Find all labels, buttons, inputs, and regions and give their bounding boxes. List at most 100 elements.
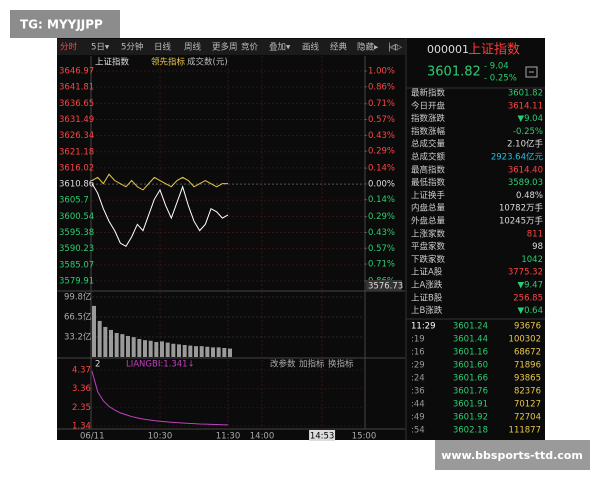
volume-bar [131, 337, 136, 357]
trade-time: 11:29 [411, 322, 436, 332]
indicator-index: 2 [95, 360, 100, 370]
volume-bar [211, 347, 215, 357]
trade-price: 3601.16 [453, 348, 488, 358]
last-price-tag-bg [366, 280, 402, 291]
stat-label: 指数涨跌 [411, 113, 446, 124]
stat-label: 上证换手 [411, 190, 446, 201]
toolbar-tab[interactable]: 画线 [302, 42, 320, 53]
toolbar-tab[interactable]: 更多周 [212, 42, 238, 53]
stat-value: 1042 [521, 255, 543, 265]
toolbar-tab[interactable]: 叠加▾ [269, 42, 291, 53]
volume-bar [177, 344, 181, 357]
stat-label: 最新指数 [411, 88, 446, 99]
y2-tick-label: 0.43% [368, 228, 395, 238]
y-tick-label: 3646.97 [59, 67, 94, 77]
stat-label: 上涨家数 [411, 228, 446, 239]
toolbar-tab[interactable]: 周线 [184, 42, 202, 53]
volume-bar [228, 348, 232, 357]
x-tick-label: 15:00 [352, 432, 377, 442]
y2-tick-label: 0.29% [368, 147, 395, 157]
volume-bar [97, 320, 102, 357]
trade-price: 3601.66 [453, 374, 488, 384]
y-tick-label: 3626.34 [59, 131, 94, 141]
toolbar-tab[interactable]: 分时 [60, 42, 78, 53]
y2-tick-label: 1.00% [368, 67, 395, 77]
stat-label: 上证B股 [411, 293, 443, 303]
stat-label: 指数涨幅 [411, 126, 446, 137]
y2-tick-label: 0.14% [368, 195, 395, 205]
y-tick-label: 3600.54 [59, 212, 94, 222]
trade-volume: 70127 [514, 400, 541, 410]
y2-tick-label: 0.14% [368, 164, 395, 174]
y-tick-label: 3621.18 [59, 147, 94, 157]
volume-bar [199, 346, 204, 357]
indicator-tick-label: 2.35 [72, 403, 91, 413]
trade-price: 3602.18 [453, 426, 488, 436]
watermark: TG: MYYJJPP [20, 18, 103, 32]
collapse-button[interactable] [525, 66, 538, 78]
y-tick-label: 3641.81 [59, 83, 94, 93]
trade-price: 3601.44 [453, 335, 488, 345]
y2-tick-label: 0.71% [368, 99, 395, 109]
trade-volume: 111877 [509, 426, 541, 436]
y-tick-label: 3590.23 [59, 244, 94, 254]
toolbar-tab[interactable]: 5分钟 [121, 42, 143, 53]
volume-bar [154, 341, 159, 357]
stat-value: 3775.32 [508, 268, 543, 278]
volume-bar [222, 347, 227, 357]
indicator-button[interactable]: 换指标 [328, 359, 354, 370]
stat-value: 3589.03 [508, 178, 543, 188]
y-tick-label: 3595.38 [59, 228, 94, 238]
toolbar-tab[interactable]: 5日▾ [91, 43, 110, 53]
x-tick-label: 14:00 [250, 432, 275, 442]
volume-tick-label: 99.8亿 [64, 292, 91, 303]
toolbar-icon[interactable]: ◁▷ [389, 43, 403, 53]
indicator-name: LIANGBI:1.341↓ [126, 360, 195, 370]
y-tick-label: 3631.49 [59, 115, 94, 125]
stat-value: -0.25% [513, 127, 543, 137]
volume-bar [148, 340, 153, 357]
price-line [91, 173, 228, 191]
quote-name: 上证指数 [468, 43, 520, 58]
trade-volume: 72704 [514, 413, 541, 423]
x-tick-label: 14:53 [310, 432, 335, 442]
stat-value: 2.10亿手 [507, 139, 543, 150]
volume-bar [103, 326, 108, 357]
volume-tick-label: 33.2亿 [64, 332, 91, 343]
terminal-bg [57, 38, 545, 440]
price-line [91, 183, 229, 247]
indicator-tick-label: 3.36 [72, 384, 91, 394]
stat-value: ▼9.47 [518, 281, 543, 291]
y2-tick-label: 0.57% [368, 115, 395, 125]
trade-price: 3601.60 [453, 361, 488, 371]
indicator-line [91, 371, 229, 426]
toolbar-tab[interactable]: 日线 [154, 42, 172, 53]
y-tick-label: 3616.02 [59, 163, 94, 173]
trade-time: :36 [411, 387, 425, 397]
toolbar-bg [57, 39, 405, 55]
toolbar-icon[interactable]: |◁ [388, 43, 398, 53]
trade-volume: 93676 [514, 322, 541, 332]
indicator-button[interactable]: 加指标 [299, 359, 325, 370]
trade-volume: 68672 [514, 348, 541, 358]
trade-volume: 71896 [514, 361, 541, 371]
volume-bar [109, 329, 113, 357]
stat-value: 3601.82 [508, 89, 543, 99]
y2-tick-label: 0.43% [368, 131, 395, 141]
stat-label: 总成交额 [411, 152, 446, 163]
toolbar-tab[interactable]: 竞价 [241, 42, 259, 53]
watermark-bg [10, 10, 120, 38]
legend-entry: 成交数(元) [187, 57, 228, 68]
indicator-tick-label: 1.34 [72, 422, 91, 432]
volume-bar [182, 344, 187, 357]
stat-label: 最低指数 [411, 177, 446, 188]
footer-bg [435, 440, 590, 470]
toolbar-tab[interactable]: 经典 [330, 42, 348, 53]
volume-bar [92, 305, 96, 357]
stat-value: 10782万手 [499, 203, 544, 214]
volume-bar [160, 341, 164, 357]
stat-value: 2923.64亿元 [491, 152, 544, 163]
indicator-button[interactable]: 改参数 [270, 359, 296, 370]
trade-price: 3601.24 [453, 322, 488, 332]
toolbar-tab[interactable]: 隐藏▸ [357, 42, 379, 53]
